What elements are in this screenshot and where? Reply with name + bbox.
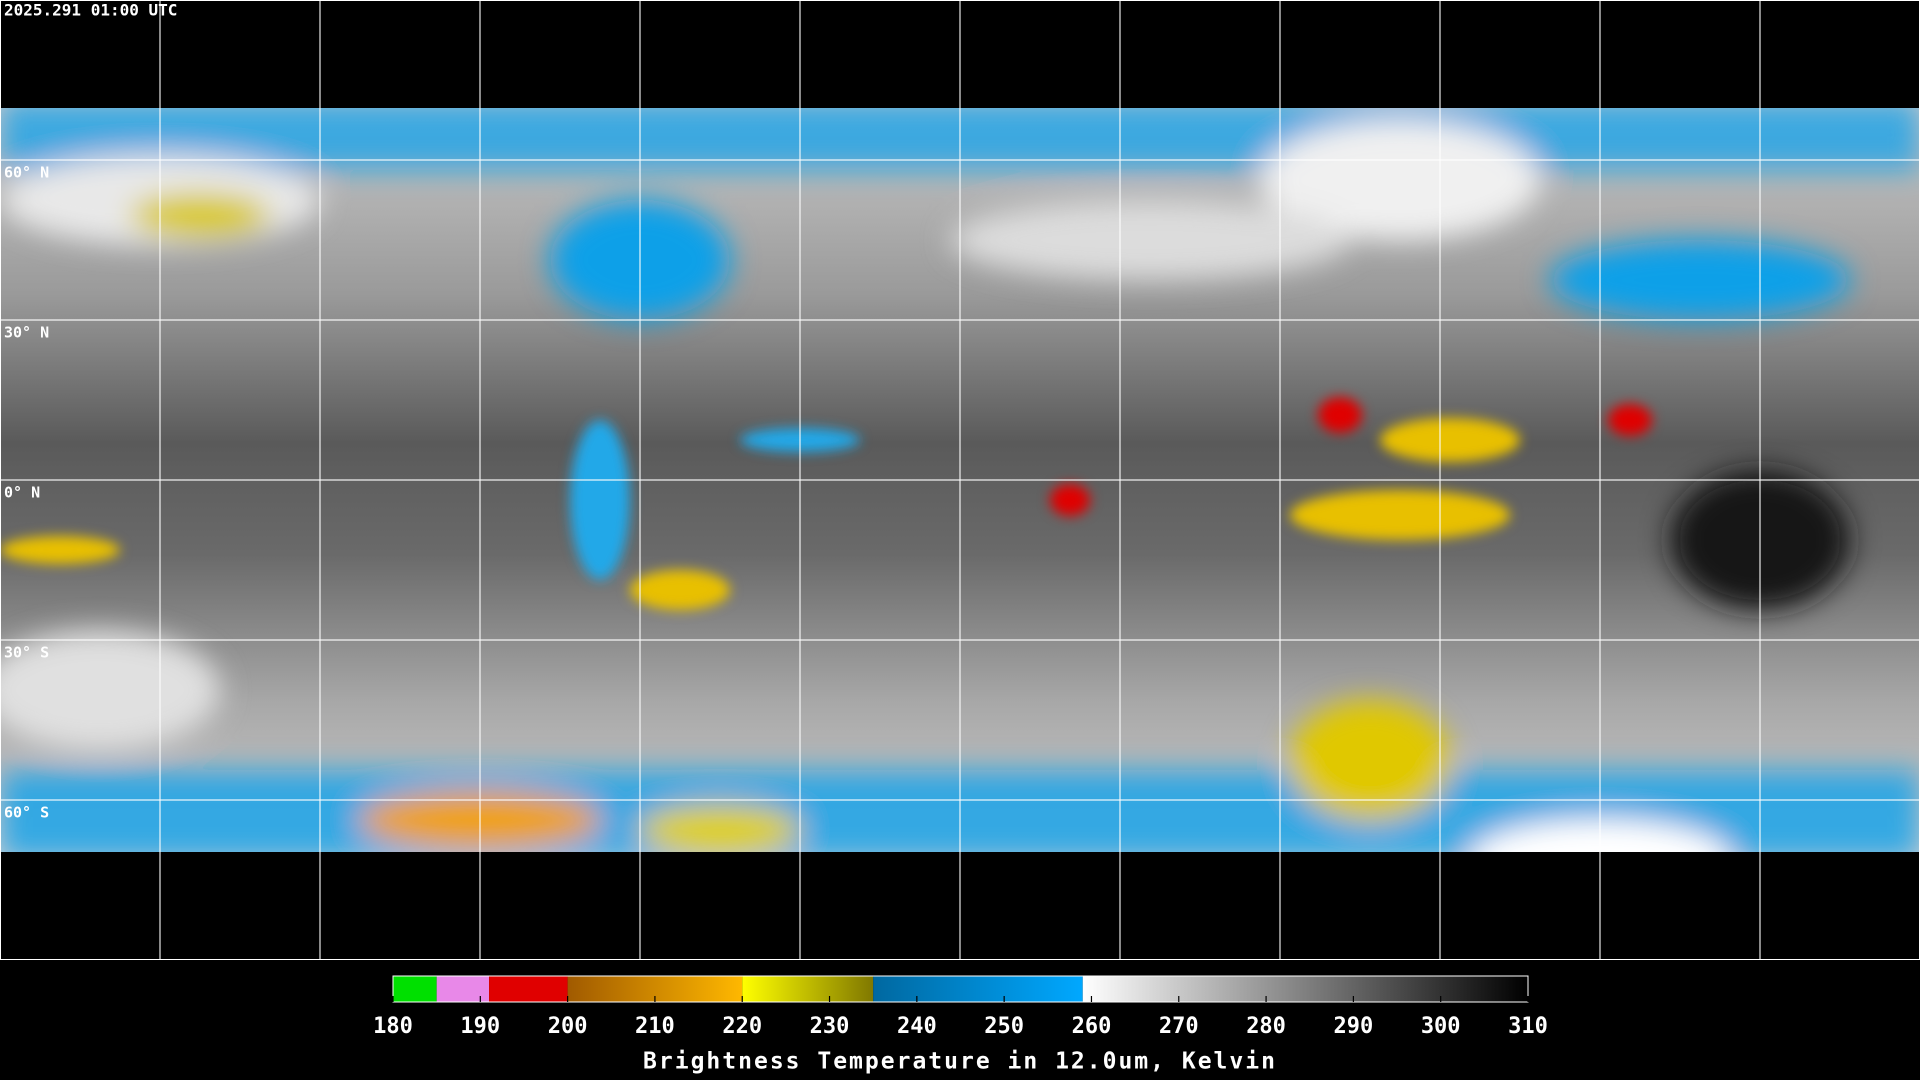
colorbar-tick-label: 270	[1159, 1014, 1199, 1039]
timestamp: 2025.291 01:00 UTC	[4, 1, 177, 20]
colorbar-segment	[873, 976, 1083, 1002]
colorbar-tick-label: 220	[722, 1014, 762, 1039]
graticule: 60° N 30° N 0° N 30° S 60° S	[0, 0, 1920, 960]
latitude-label: 30° S	[4, 644, 49, 662]
colorbar-tick-label: 260	[1072, 1014, 1112, 1039]
colorbar: 180 190 200 210 220 230 240 250 260 270 280 290 300 3…	[373, 975, 1548, 1039]
colorbar-tick-label: 280	[1246, 1014, 1286, 1039]
colorbar-segment	[393, 976, 437, 1002]
colorbar-tick-label: 300	[1421, 1014, 1461, 1039]
colorbar-tick-label: 240	[897, 1014, 937, 1039]
colorbar-segment	[1082, 976, 1528, 1002]
latitude-label: 60° N	[4, 164, 49, 182]
colorbar-segment	[742, 976, 874, 1002]
colorbar-tick-label: 230	[810, 1014, 850, 1039]
colorbar-segment	[436, 976, 490, 1002]
colorbar-tick-label: 190	[460, 1014, 500, 1039]
colorbar-title: Brightness Temperature in 12.0um, Kelvin	[643, 1049, 1277, 1075]
colorbar-tick-label: 310	[1508, 1014, 1548, 1039]
colorbar-tick-label: 210	[635, 1014, 675, 1039]
latitude-label: 30° N	[4, 324, 49, 342]
latitude-label: 0° N	[4, 484, 40, 502]
colorbar-segment	[489, 976, 568, 1002]
colorbar-tick-label: 200	[548, 1014, 588, 1039]
colorbar-tick-label: 290	[1334, 1014, 1374, 1039]
colorbar-frame	[392, 975, 1529, 1003]
latitude-label: 60° S	[4, 804, 49, 822]
colorbar-tick-label: 250	[984, 1014, 1024, 1039]
colorbar-tick-label: 180	[373, 1014, 413, 1039]
